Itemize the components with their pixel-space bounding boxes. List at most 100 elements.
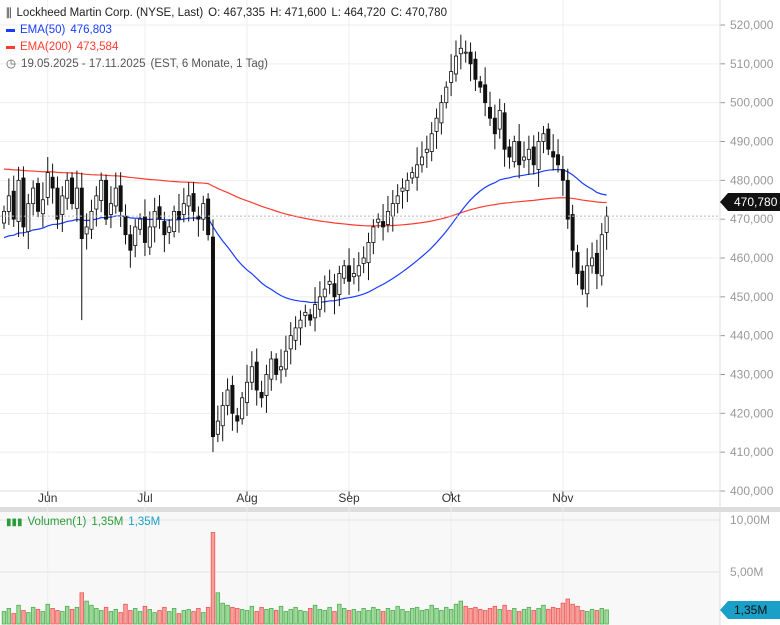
candle-body — [590, 257, 595, 267]
candle-body — [458, 47, 463, 55]
volume-bar — [230, 606, 235, 625]
candle — [210, 219, 215, 453]
volume-bar — [21, 610, 26, 625]
volume-bar — [599, 608, 604, 625]
candle — [84, 213, 89, 250]
volume-bar — [137, 611, 143, 625]
volume-bar — [225, 604, 230, 625]
volume-bar — [526, 606, 532, 625]
volume-bar — [487, 608, 493, 625]
candle-body — [381, 221, 386, 228]
candle-body — [337, 273, 342, 295]
candle — [201, 195, 206, 231]
ema200-label[interactable]: EMA(200) — [20, 41, 72, 53]
candle-body — [147, 226, 152, 248]
candle — [26, 193, 31, 250]
candle — [526, 135, 531, 175]
candle-body — [400, 187, 405, 192]
volume-bar — [298, 610, 303, 625]
ema50-label[interactable]: EMA(50) — [20, 24, 66, 36]
candle-body — [79, 187, 84, 239]
volume-bar — [152, 612, 157, 625]
volume-tick-label: 5,00M — [730, 565, 763, 579]
volume-bar — [429, 604, 434, 625]
candle-body — [434, 117, 439, 132]
y-tick-label: 450,000 — [730, 290, 774, 304]
volume-bar — [482, 610, 488, 625]
candle — [410, 166, 415, 184]
candle-body — [259, 391, 264, 399]
volume-bar — [555, 608, 561, 625]
volume-bar — [351, 609, 357, 625]
candle-body — [142, 216, 147, 243]
candle — [176, 193, 181, 233]
candle-body — [279, 366, 284, 371]
volume-bar — [278, 605, 284, 625]
candle — [196, 206, 201, 237]
candle — [458, 34, 463, 70]
candle-body — [36, 183, 41, 212]
volume-bar — [531, 610, 536, 625]
candle — [434, 108, 439, 149]
x-tick-label: Jul — [137, 491, 152, 505]
candle — [186, 182, 191, 222]
volume-bar — [181, 610, 187, 625]
range-info: (EST, 6 Monate, 1 Tag) — [150, 58, 268, 70]
volume-bar — [273, 610, 279, 625]
volume-bar — [244, 610, 250, 625]
candle — [55, 176, 60, 229]
candle-body — [502, 112, 507, 150]
candle — [580, 265, 585, 295]
candle — [347, 248, 352, 295]
candle — [502, 103, 507, 167]
candle-body — [264, 374, 269, 396]
volume-label[interactable]: Volumen(1) — [27, 516, 87, 528]
volume-bar — [30, 606, 36, 625]
candle — [298, 310, 303, 346]
candle-body — [546, 128, 551, 150]
volume-bar — [439, 610, 444, 625]
candle-body — [113, 187, 118, 207]
candle — [162, 211, 167, 253]
candle-body — [356, 265, 361, 277]
candle — [104, 174, 109, 225]
candle — [31, 180, 36, 216]
y-tick-label: 470,000 — [730, 212, 774, 226]
ohlc-close: C: 470,780 — [390, 7, 447, 19]
candle — [415, 147, 420, 191]
candle — [152, 197, 157, 243]
candle-body — [99, 179, 104, 201]
candle-body — [288, 335, 293, 350]
candle-body — [55, 187, 60, 220]
volume-bar — [512, 608, 517, 625]
candle — [604, 206, 609, 250]
last-price-badge: 470,780 — [720, 193, 780, 211]
volume-bar — [133, 608, 138, 625]
volume-bar — [371, 606, 376, 625]
candle — [536, 131, 541, 187]
volume-bar — [594, 610, 600, 625]
ema50-value: 476,803 — [70, 24, 112, 36]
volume-bar — [521, 609, 527, 625]
candle — [590, 242, 595, 274]
candle — [89, 199, 94, 239]
candle — [541, 125, 546, 154]
volume-bar — [288, 609, 293, 625]
volume-bar — [458, 600, 464, 625]
volume-bar — [570, 603, 575, 625]
y-tick-label: 520,000 — [730, 18, 774, 32]
volume-bar — [361, 608, 366, 625]
candle — [468, 42, 473, 82]
candle-body — [478, 81, 483, 88]
candle-body — [40, 199, 45, 215]
volume-badge: 1,35M — [720, 601, 780, 619]
candle-body — [424, 148, 429, 153]
candle — [50, 163, 55, 204]
volume-bar — [473, 606, 478, 625]
candle — [215, 405, 220, 443]
candle — [512, 135, 517, 168]
candle-body — [551, 151, 556, 158]
candle — [16, 166, 21, 238]
candle — [147, 211, 152, 255]
